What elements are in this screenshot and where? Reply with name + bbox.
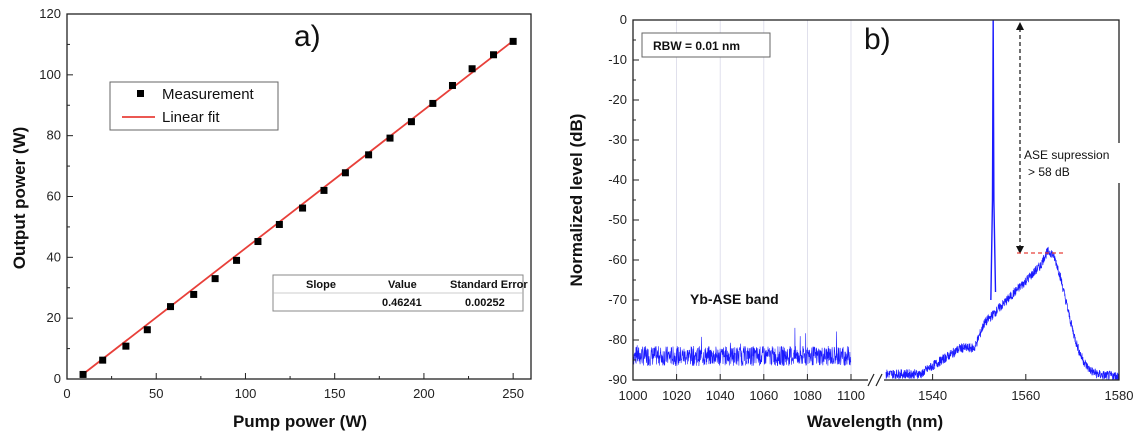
b-y-tick-label: -10 bbox=[608, 52, 627, 67]
b-y-tick-label: -90 bbox=[608, 372, 627, 387]
suppression-arrowhead-top bbox=[1016, 22, 1024, 30]
measurement-point bbox=[190, 290, 198, 298]
suppression-annotation: ASE supression > 58 dB bbox=[1016, 22, 1134, 254]
panel-a-frame bbox=[66, 13, 532, 380]
fit-table: Slope Value Standard Error 0.46241 0.002… bbox=[272, 274, 528, 312]
band-label: Yb-ASE band bbox=[690, 291, 779, 307]
b-x-tick-label: 1020 bbox=[662, 388, 691, 403]
panel-a-ticks: 0 50 100 150 200 250 0 20 40 60 80 100 120 bbox=[39, 6, 524, 401]
b-y-tick-label: -20 bbox=[608, 92, 627, 107]
suppression-label-2: > 58 dB bbox=[1028, 165, 1070, 179]
panel-b-x-title: Wavelength (nm) bbox=[807, 412, 943, 431]
a-x-tick-label: 50 bbox=[149, 386, 163, 401]
b-x-tick-label: 1540 bbox=[918, 388, 947, 403]
measurement-point bbox=[99, 356, 107, 364]
measurement-point bbox=[211, 275, 219, 283]
b-y-tick-label: -40 bbox=[608, 172, 627, 187]
b-x-tick-label: 1580 bbox=[1105, 388, 1134, 403]
a-x-tick-label: 200 bbox=[413, 386, 435, 401]
a-x-tick-label: 0 bbox=[63, 386, 70, 401]
spectrum-right-band bbox=[885, 246, 1119, 380]
measurement-point bbox=[386, 134, 394, 142]
measurement-point bbox=[275, 220, 283, 228]
a-x-tick-label: 100 bbox=[235, 386, 257, 401]
axis-break-mark-1 bbox=[867, 373, 875, 387]
b-x-tick-label: 1060 bbox=[749, 388, 778, 403]
a-y-tick-label: 120 bbox=[39, 6, 61, 21]
measurement-point bbox=[468, 65, 476, 73]
b-y-tick-label: -30 bbox=[608, 132, 627, 147]
axis-break-mark-2 bbox=[875, 373, 883, 387]
measurement-point bbox=[341, 169, 349, 177]
legend-label-measurement: Measurement bbox=[162, 86, 255, 103]
panel-b-label: b) bbox=[864, 23, 891, 56]
rbw-text: RBW = 0.01 nm bbox=[653, 39, 740, 53]
a-x-tick-label: 250 bbox=[502, 386, 524, 401]
fit-table-header-error: Standard Error bbox=[450, 279, 528, 291]
panel-a-legend: Measurement Linear fit bbox=[109, 81, 279, 131]
a-y-tick-label: 60 bbox=[47, 189, 61, 204]
legend-marker-measurement bbox=[137, 90, 144, 97]
measurement-point bbox=[79, 370, 87, 378]
panel-a-x-title: Pump power (W) bbox=[233, 412, 367, 431]
spectrum-left-band bbox=[633, 327, 852, 367]
panel-a-y-title: Output power (W) bbox=[10, 127, 29, 270]
panel-a-label: a) bbox=[294, 20, 321, 53]
measurement-point bbox=[509, 37, 517, 45]
measurement-point bbox=[143, 326, 151, 334]
measurement-point bbox=[254, 238, 262, 246]
a-y-tick-label: 40 bbox=[47, 249, 61, 264]
measurement-point bbox=[299, 204, 307, 212]
suppression-arrowhead-bottom bbox=[1016, 246, 1024, 254]
a-y-tick-label: 100 bbox=[39, 67, 61, 82]
spectrum-trace bbox=[633, 20, 1119, 380]
linear-fit-line bbox=[82, 40, 514, 375]
b-x-tick-label: 1080 bbox=[793, 388, 822, 403]
suppression-label-1: ASE supression bbox=[1024, 148, 1109, 162]
b-x-tick-label: 1040 bbox=[706, 388, 735, 403]
a-x-tick-label: 150 bbox=[324, 386, 346, 401]
panel-b-frame bbox=[632, 19, 1120, 381]
measurement-point bbox=[167, 303, 175, 311]
suppression-label-bg bbox=[1022, 143, 1134, 183]
panel-a: 0 50 100 150 200 250 0 20 40 60 80 100 120 a) Pump p… bbox=[10, 6, 532, 431]
b-y-tick-label: -50 bbox=[608, 212, 627, 227]
fit-table-header-slope: Slope bbox=[306, 279, 336, 291]
b-x-tick-label: 1100 bbox=[837, 388, 865, 403]
signal-peak bbox=[990, 20, 997, 301]
b-y-tick-label: -60 bbox=[608, 252, 627, 267]
a-y-tick-label: 20 bbox=[47, 310, 61, 325]
b-y-tick-label: -70 bbox=[608, 292, 627, 307]
measurement-point bbox=[365, 151, 373, 159]
b-x-tick-label: 1560 bbox=[1011, 388, 1040, 403]
measurement-point bbox=[233, 256, 241, 264]
rbw-box: RBW = 0.01 nm bbox=[641, 32, 771, 58]
measurement-point bbox=[429, 99, 437, 107]
fit-table-cell-value: 0.46241 bbox=[382, 297, 422, 309]
fit-table-header-value: Value bbox=[388, 279, 417, 291]
measurement-point bbox=[320, 186, 328, 194]
b-x-tick-label: 1000 bbox=[619, 388, 648, 403]
measurement-point bbox=[448, 81, 456, 89]
a-y-tick-label: 0 bbox=[54, 371, 61, 386]
measurement-points bbox=[79, 37, 517, 378]
panel-b-y-title: Normalized level (dB) bbox=[567, 114, 586, 287]
measurement-point bbox=[122, 342, 130, 350]
measurement-point bbox=[490, 51, 498, 59]
rbw-frame bbox=[641, 32, 771, 58]
panel-b-gridlines bbox=[632, 20, 852, 380]
b-y-tick-label: -80 bbox=[608, 332, 627, 347]
b-y-tick-label: 0 bbox=[620, 12, 627, 27]
fit-table-cell-error: 0.00252 bbox=[465, 297, 505, 309]
measurement-point bbox=[407, 118, 415, 126]
a-y-tick-label: 80 bbox=[47, 128, 61, 143]
legend-label-fit: Linear fit bbox=[162, 109, 220, 126]
